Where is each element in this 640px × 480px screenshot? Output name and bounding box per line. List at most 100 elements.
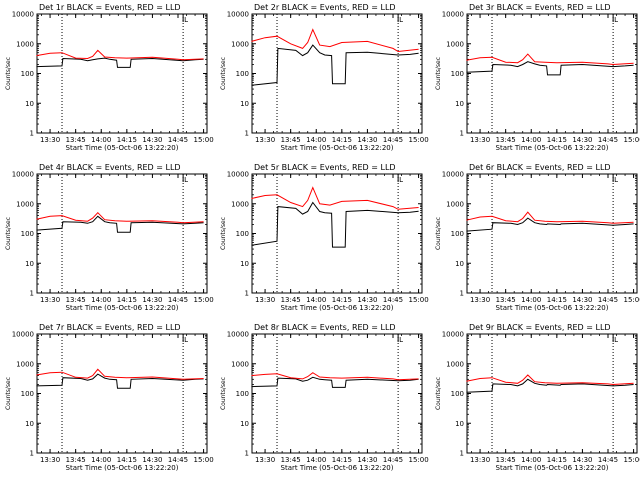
x-tick-label: 14:00 [91, 296, 111, 304]
x-tick-label: 15:00 [623, 296, 640, 304]
x-axis-label: Start Time (05-Oct-06 13:22:20) [66, 304, 179, 312]
x-tick-label: 14:30 [572, 136, 592, 144]
y-axis-label: Counts/sec [5, 377, 12, 410]
y-tick-label: 1000 [446, 200, 464, 208]
y-tick-label: 10 [25, 100, 34, 108]
y-tick-label: 100 [21, 390, 34, 398]
y-tick-label: 1000 [231, 200, 249, 208]
y-axis-label: Counts/sec [435, 217, 442, 250]
panel-title: Det 8r BLACK = Events, RED = LLD [254, 323, 396, 332]
x-tick-label: 13:45 [66, 296, 86, 304]
plot-frame [466, 13, 638, 134]
y-tick-label: 10000 [442, 331, 464, 339]
x-tick-label: 15:00 [193, 456, 213, 464]
detector-panel-8: Det 8r BLACK = Events, RED = LLD Counts/s… [220, 323, 429, 472]
y-tick-label: 1000 [16, 200, 34, 208]
detector-panel-1: Det 1r BLACK = Events, RED = LLD Counts/s… [5, 3, 214, 152]
y-tick-label: 100 [236, 390, 249, 398]
series-line-events [466, 217, 634, 232]
y-tick-label: 10 [240, 420, 249, 428]
x-tick-label: 13:45 [281, 456, 301, 464]
y-axis-label: Counts/sec [220, 57, 227, 90]
x-tick-label: 13:45 [66, 136, 86, 144]
series-line-lld [251, 372, 419, 381]
x-tick-label: 13:30 [40, 456, 60, 464]
y-axis-label: Counts/sec [5, 57, 12, 90]
x-tick-label: 14:45 [383, 136, 403, 144]
x-tick-label: 14:00 [521, 456, 541, 464]
x-tick-label: 14:00 [306, 456, 326, 464]
x-tick-label: 13:45 [66, 456, 86, 464]
x-tick-label: 15:00 [623, 456, 640, 464]
y-tick-label: 1 [30, 290, 34, 298]
x-tick-label: 13:30 [470, 296, 490, 304]
x-tick-label: 14:15 [117, 456, 137, 464]
y-tick-label: 1 [245, 290, 249, 298]
x-tick-label: 14:15 [547, 296, 567, 304]
y-tick-label: 10000 [12, 171, 34, 179]
detector-panel-2: Det 2r BLACK = Events, RED = LLD Counts/s… [220, 3, 429, 152]
x-tick-label: 14:45 [598, 136, 618, 144]
plot-frame [251, 333, 423, 454]
y-tick-label: 1000 [231, 360, 249, 368]
y-tick-label: 1000 [446, 360, 464, 368]
y-tick-label: 1 [245, 450, 249, 458]
x-tick-label: 14:30 [142, 456, 162, 464]
y-tick-label: 1000 [446, 40, 464, 48]
panel-title: Det 7r BLACK = Events, RED = LLD [39, 323, 181, 332]
x-tick-label: 13:30 [40, 136, 60, 144]
detector-panel-3: Det 3r BLACK = Events, RED = LLD Counts/s… [435, 3, 640, 152]
x-tick-label: 13:30 [255, 136, 275, 144]
panel-title: Det 5r BLACK = Events, RED = LLD [254, 163, 396, 172]
marker-label: L [184, 176, 188, 184]
x-tick-label: 14:15 [332, 136, 352, 144]
detector-panel-5: Det 5r BLACK = Events, RED = LLD Counts/s… [220, 163, 429, 312]
x-tick-label: 14:30 [572, 456, 592, 464]
detector-panel-4: Det 4r BLACK = Events, RED = LLD Counts/s… [5, 163, 214, 312]
y-tick-label: 100 [21, 230, 34, 238]
marker-label: L [399, 16, 403, 24]
x-axis-label: Start Time (05-Oct-06 13:22:20) [281, 144, 394, 152]
x-axis-label: Start Time (05-Oct-06 13:22:20) [496, 464, 609, 472]
plot-frame [36, 13, 208, 134]
x-tick-label: 13:30 [470, 456, 490, 464]
x-tick-label: 14:30 [572, 296, 592, 304]
plot-frame [466, 173, 638, 294]
x-tick-label: 13:30 [255, 456, 275, 464]
series-line-events [36, 215, 204, 233]
series-line-events [251, 201, 419, 248]
series-line-lld [466, 374, 634, 386]
y-tick-label: 10000 [12, 331, 34, 339]
y-tick-label: 10 [25, 260, 34, 268]
y-tick-label: 10 [240, 260, 249, 268]
y-tick-label: 10 [455, 420, 464, 428]
y-tick-label: 100 [451, 70, 464, 78]
series-line-lld [251, 28, 419, 53]
x-axis-label: Start Time (05-Oct-06 13:22:20) [281, 304, 394, 312]
y-tick-label: 1 [460, 450, 464, 458]
x-axis-label: Start Time (05-Oct-06 13:22:20) [66, 464, 179, 472]
x-tick-label: 13:30 [255, 296, 275, 304]
x-tick-label: 14:45 [168, 136, 188, 144]
y-tick-label: 1 [460, 130, 464, 138]
y-tick-label: 10000 [442, 11, 464, 19]
plot-frame [36, 173, 208, 294]
x-tick-label: 13:45 [496, 456, 516, 464]
detector-panel-9: Det 9r BLACK = Events, RED = LLD Counts/s… [435, 323, 640, 472]
x-tick-label: 14:15 [332, 456, 352, 464]
x-tick-label: 15:00 [193, 136, 213, 144]
x-tick-label: 15:00 [408, 136, 428, 144]
x-tick-label: 14:15 [117, 136, 137, 144]
series-line-events [466, 378, 634, 393]
marker-label: L [399, 176, 403, 184]
marker-label: L [614, 16, 618, 24]
y-tick-label: 100 [21, 70, 34, 78]
x-tick-label: 14:00 [521, 136, 541, 144]
panel-title: Det 4r BLACK = Events, RED = LLD [39, 163, 181, 172]
x-tick-label: 15:00 [408, 296, 428, 304]
y-tick-label: 10000 [442, 171, 464, 179]
marker-label: L [614, 336, 618, 344]
x-tick-label: 14:30 [357, 136, 377, 144]
series-line-events [36, 57, 204, 68]
